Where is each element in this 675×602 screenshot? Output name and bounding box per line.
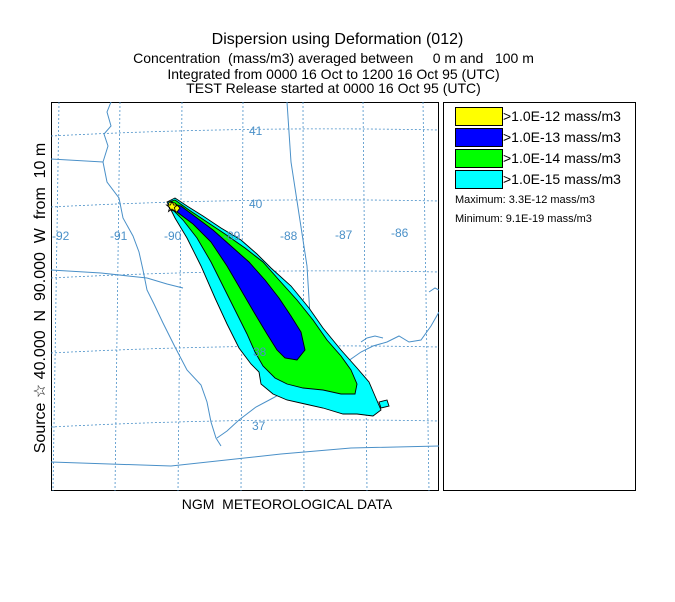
legend-label: >1.0E-14 mass/m3 [503, 150, 621, 166]
longitude-line-89 [240, 102, 244, 491]
legend-item-1e-15: >1.0E-15 mass/m3 [455, 170, 635, 189]
legend-swatch [455, 128, 503, 147]
latitude-label-37: 37 [252, 419, 266, 433]
longitude-line-87 [362, 102, 368, 491]
missouri-segment [146, 277, 184, 289]
maximum-concentration: Maximum: 3.3E-12 mass/m3 [455, 194, 595, 206]
legend-label: >1.0E-12 mass/m3 [503, 108, 621, 124]
latitude-line-39 [51, 270, 439, 279]
longitude-line-91 [114, 102, 121, 491]
plume-islet [378, 399, 390, 409]
minimum-concentration: Minimum: 9.1E-19 mass/m3 [455, 213, 592, 225]
grid-labels: 41 40 38 37 -92 -91 -90 -89 -88 -87 -86 [52, 124, 409, 433]
latitude-line-37 [51, 419, 439, 428]
release-subtitle: TEST Release started at 0000 16 Oct 95 (… [186, 80, 481, 96]
iowa-missouri-border [51, 269, 148, 279]
longitude-line-88 [302, 102, 305, 491]
mississippi-river [102, 161, 222, 447]
longitude-line-92 [52, 102, 60, 491]
legend: >1.0E-12 mass/m3 >1.0E-13 mass/m3 >1.0E-… [443, 102, 636, 491]
legend-swatch [455, 149, 503, 168]
legend-label: >1.0E-13 mass/m3 [503, 129, 621, 145]
integration-period-subtitle: Integrated from 0000 16 Oct to 1200 16 O… [167, 66, 500, 82]
legend-swatch [455, 170, 503, 189]
tributary-segment [360, 335, 384, 343]
latitude-line-40 [51, 199, 439, 208]
met-data-caption: NGM METEOROLOGICAL DATA [181, 496, 393, 512]
latitude-label-38: 38 [253, 345, 267, 359]
concentration-subtitle: Concentration (mass/m3) averaged between… [133, 50, 534, 66]
latitude-line-38 [51, 345, 439, 354]
legend-item-1e-12: >1.0E-12 mass/m3 [455, 107, 635, 126]
southern-border [51, 445, 439, 467]
ohio-segment [428, 287, 439, 293]
longitude-label-92: -92 [52, 229, 70, 243]
longitude-label-87: -87 [335, 228, 353, 242]
map-graticule [51, 102, 439, 491]
source-star-icon [165, 199, 179, 213]
longitude-label-86: -86 [391, 226, 409, 240]
dispersion-map: 41 40 38 37 -92 -91 -90 -89 -88 -87 -86 [51, 102, 439, 491]
source-location-label: Source ☆ 40.000 N 90.000 W from 10 m [32, 142, 49, 454]
latitude-line-41 [51, 128, 439, 137]
longitude-label-89: -89 [223, 229, 241, 243]
longitude-label-90: -90 [164, 229, 182, 243]
legend-label: >1.0E-15 mass/m3 [503, 171, 621, 187]
latitude-label-41: 41 [249, 124, 263, 138]
chart-title: Dispersion using Deformation (012) [211, 31, 464, 48]
longitude-label-91: -91 [110, 229, 128, 243]
legend-item-1e-14: >1.0E-14 mass/m3 [455, 149, 635, 168]
longitude-line-86 [422, 102, 430, 491]
plume-contour-1e-13 [169, 203, 306, 361]
legend-item-1e-13: >1.0E-13 mass/m3 [455, 128, 635, 147]
legend-swatch [455, 107, 503, 126]
source-marker [165, 199, 179, 213]
longitude-label-88: -88 [280, 229, 298, 243]
latitude-label-40: 40 [249, 197, 263, 211]
longitude-line-90 [177, 102, 183, 491]
ohio-river-east [326, 311, 439, 373]
